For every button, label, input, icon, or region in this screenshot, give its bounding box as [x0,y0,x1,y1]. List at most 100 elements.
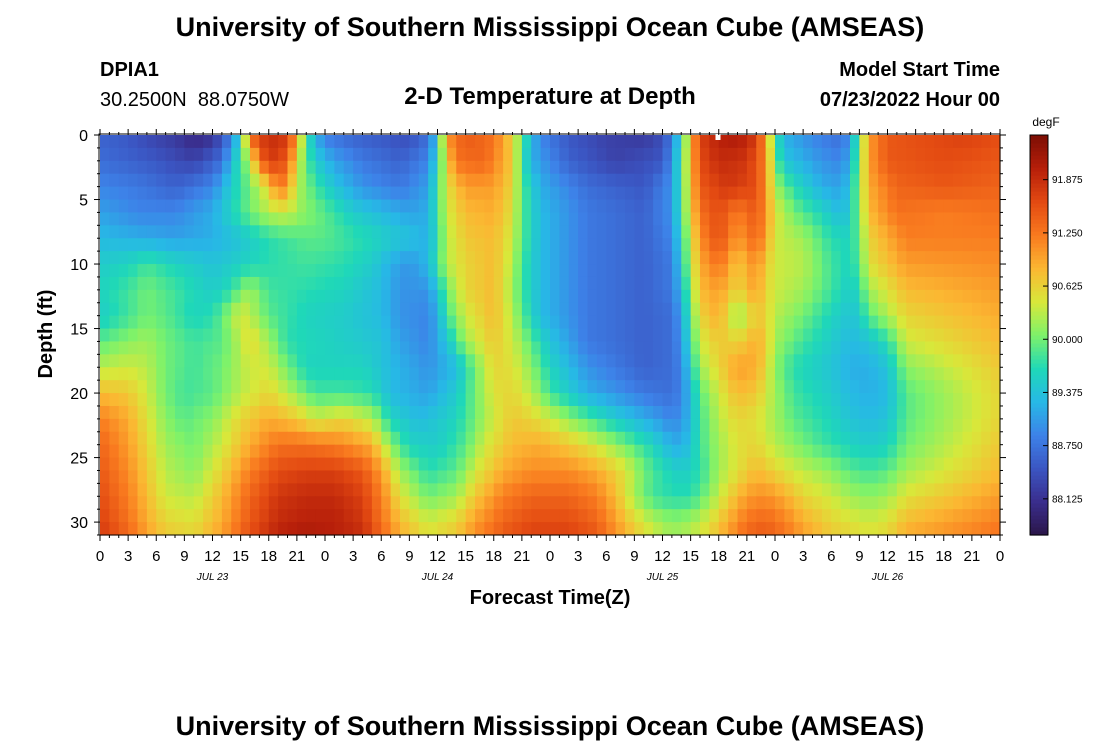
heatmap-cell [934,225,945,239]
x-tick-label: 6 [602,548,610,565]
heatmap-cell [681,457,692,472]
heatmap-cell [175,496,185,510]
heatmap-cell [746,483,757,497]
heatmap-cell [371,251,382,265]
heatmap-cell [165,367,176,381]
model-start-label: Model Start Time [839,59,1000,81]
x-tick-label: 6 [152,548,160,565]
heatmap-cell [718,328,729,343]
heatmap-cell [109,522,120,536]
heatmap-cell [175,264,185,278]
heatmap-cell [653,238,664,252]
heatmap-cell [146,199,157,214]
heatmap-cell [821,470,832,484]
heatmap-cell [221,457,232,472]
heatmap-cell [146,470,157,484]
heatmap-cell [400,251,410,265]
heatmap-cell [540,483,551,497]
heatmap-cell [803,135,814,149]
heatmap-cell [934,405,945,420]
heatmap-cell [371,522,382,536]
heatmap-cell [718,212,729,226]
heatmap-cell [653,225,664,239]
colorbar-units: degF [1032,115,1059,129]
heatmap-cell [165,483,176,497]
heatmap-cell [718,302,729,317]
heatmap-cell [512,444,523,459]
heatmap-cell [606,289,617,304]
heatmap-cell [653,431,664,446]
heatmap-cell [746,431,757,446]
heatmap-cell [728,264,739,278]
heatmap-cell [109,444,120,459]
heatmap-cell [381,328,392,343]
heatmap-cell [212,431,223,446]
heatmap-cell [671,225,682,239]
heatmap-cell [175,393,185,407]
heatmap-cell [962,199,973,214]
heatmap-cell [700,341,710,355]
heatmap-cell [353,315,364,330]
heatmap-cell [653,302,664,317]
heatmap-cell [428,457,439,472]
heatmap-cell [943,302,954,317]
heatmap-cell [690,496,701,510]
x-tick-label: 6 [377,548,385,565]
heatmap-cell [671,251,682,265]
heatmap-cell [306,405,317,420]
heatmap-cell [203,509,214,523]
heatmap-cell [475,212,485,226]
heatmap-cell [756,251,767,265]
colorbar-segment [1030,155,1048,160]
heatmap-cell [493,251,504,265]
colorbar-segment [1030,167,1048,172]
heatmap-cell [634,522,645,536]
heatmap-cell [109,147,120,162]
heatmap-cell [587,173,598,188]
heatmap-cell [100,251,110,265]
heatmap-cell [906,199,917,214]
heatmap-cell [878,276,889,291]
heatmap-cell [306,522,317,536]
heatmap-cell [381,418,392,433]
heatmap-cell [193,354,204,368]
heatmap-cell [146,186,157,201]
heatmap-cell [925,367,935,381]
x-tick-label: 15 [457,548,474,565]
heatmap-cell [653,509,664,523]
heatmap-cell [156,328,167,343]
heatmap-cell [868,315,879,330]
heatmap-cell [259,380,270,394]
heatmap-cell [353,186,364,201]
heatmap-cell [128,522,139,536]
heatmap-cell [840,199,851,214]
heatmap-cell [878,302,889,317]
heatmap-cell [681,251,692,265]
station-coordinates: 30.2500N 88.0750W [100,89,289,111]
heatmap-cell [296,418,307,433]
heatmap-cell [859,251,870,265]
heatmap-cell [428,186,439,201]
heatmap-cell [268,328,279,343]
heatmap-cell [165,457,176,472]
heatmap-cell [268,251,279,265]
heatmap-cell [943,251,954,265]
heatmap-cell [390,470,401,484]
heatmap-cell [109,315,120,330]
colorbar-segment [1030,235,1048,240]
heatmap-cell [568,147,579,162]
heatmap-cell [859,509,870,523]
heatmap-cell [728,212,739,226]
heatmap-cell [625,483,635,497]
heatmap-cell [268,444,279,459]
heatmap-cell [643,212,654,226]
heatmap-cell [353,264,364,278]
heatmap-cell [287,418,298,433]
heatmap-cell [325,135,335,149]
heatmap-cell [100,328,110,343]
heatmap-cell [615,418,626,433]
heatmap-cell [109,354,120,368]
heatmap-cell [690,380,701,394]
heatmap-cell [259,199,270,214]
heatmap-cell [859,418,870,433]
